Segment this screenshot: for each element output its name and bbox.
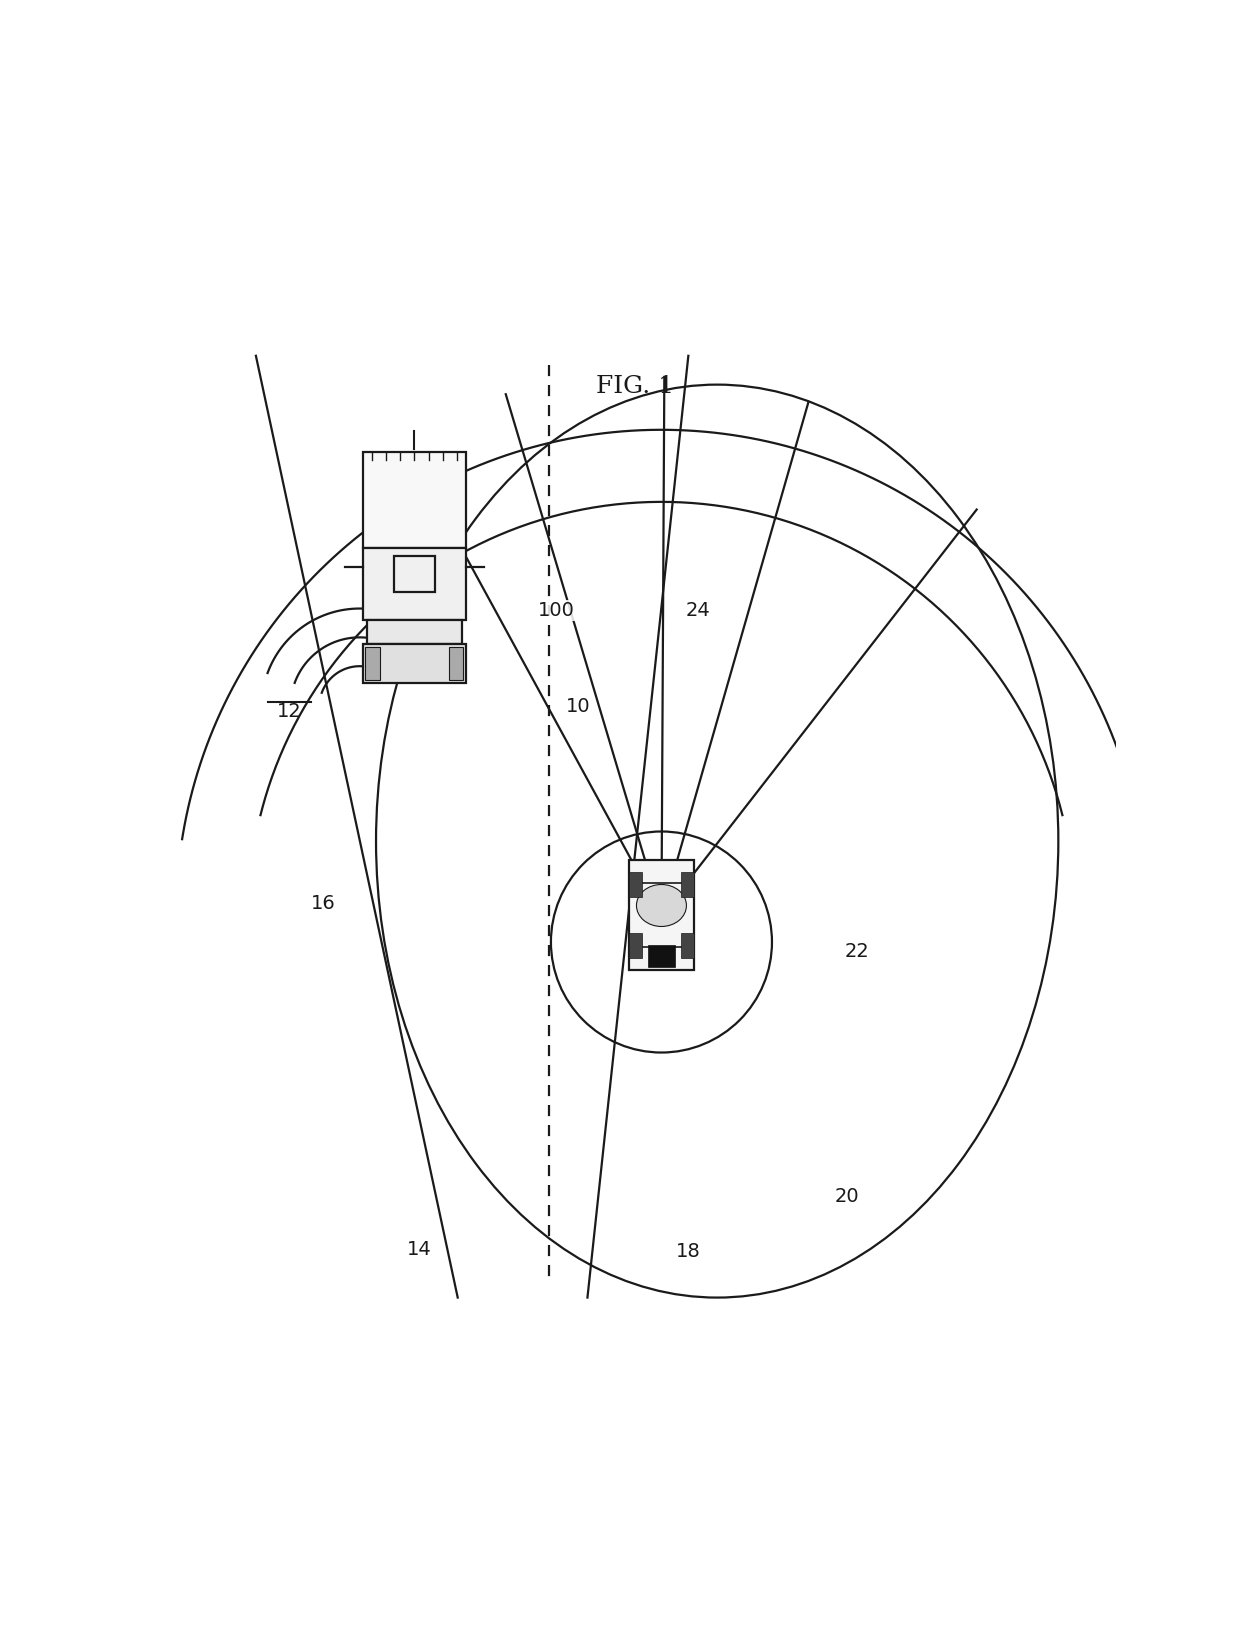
Bar <box>362 452 466 548</box>
Bar <box>629 859 694 971</box>
Text: 24: 24 <box>686 601 711 620</box>
Bar <box>681 873 694 897</box>
Bar <box>367 620 461 643</box>
Bar <box>629 873 642 897</box>
Text: 100: 100 <box>538 601 575 620</box>
Text: 22: 22 <box>844 943 869 961</box>
Bar <box>449 647 464 679</box>
Bar <box>362 548 466 620</box>
Bar <box>649 946 675 966</box>
Bar <box>366 647 379 679</box>
Text: 18: 18 <box>676 1242 701 1260</box>
Text: 10: 10 <box>565 697 590 715</box>
Bar <box>394 555 435 593</box>
Text: FIG. 1: FIG. 1 <box>596 375 675 398</box>
Bar <box>629 933 642 958</box>
Text: 16: 16 <box>311 894 336 913</box>
Text: 14: 14 <box>407 1239 432 1259</box>
Ellipse shape <box>636 884 687 927</box>
Text: 12: 12 <box>278 702 301 720</box>
Text: 20: 20 <box>835 1187 859 1206</box>
Bar <box>362 643 466 683</box>
Bar <box>681 933 694 958</box>
